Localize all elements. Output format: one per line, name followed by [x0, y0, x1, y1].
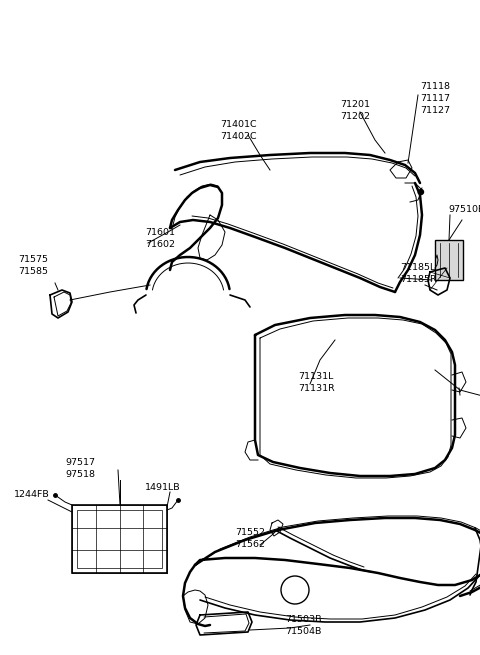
Text: 71118
71117
71127: 71118 71117 71127: [420, 82, 450, 115]
Text: 1244FB: 1244FB: [14, 490, 50, 499]
Text: 71601
71602: 71601 71602: [145, 228, 175, 249]
Text: 97517
97518: 97517 97518: [65, 458, 95, 479]
Text: 71201
71202: 71201 71202: [340, 100, 370, 121]
Text: 71131L
71131R: 71131L 71131R: [298, 372, 335, 393]
Text: 71185L
71185R: 71185L 71185R: [400, 263, 437, 284]
Text: 1491LB: 1491LB: [145, 483, 180, 492]
Bar: [72, 505, 167, 573]
Text: 71503B
71504B: 71503B 71504B: [285, 615, 322, 636]
Text: 97510B: 97510B: [448, 205, 480, 214]
Bar: [77, 510, 162, 568]
Text: 71552
71562: 71552 71562: [235, 528, 265, 549]
Text: 71575
71585: 71575 71585: [18, 255, 48, 276]
Bar: [435, 240, 463, 280]
Circle shape: [419, 189, 423, 195]
Text: 71401C
71402C: 71401C 71402C: [220, 120, 257, 141]
